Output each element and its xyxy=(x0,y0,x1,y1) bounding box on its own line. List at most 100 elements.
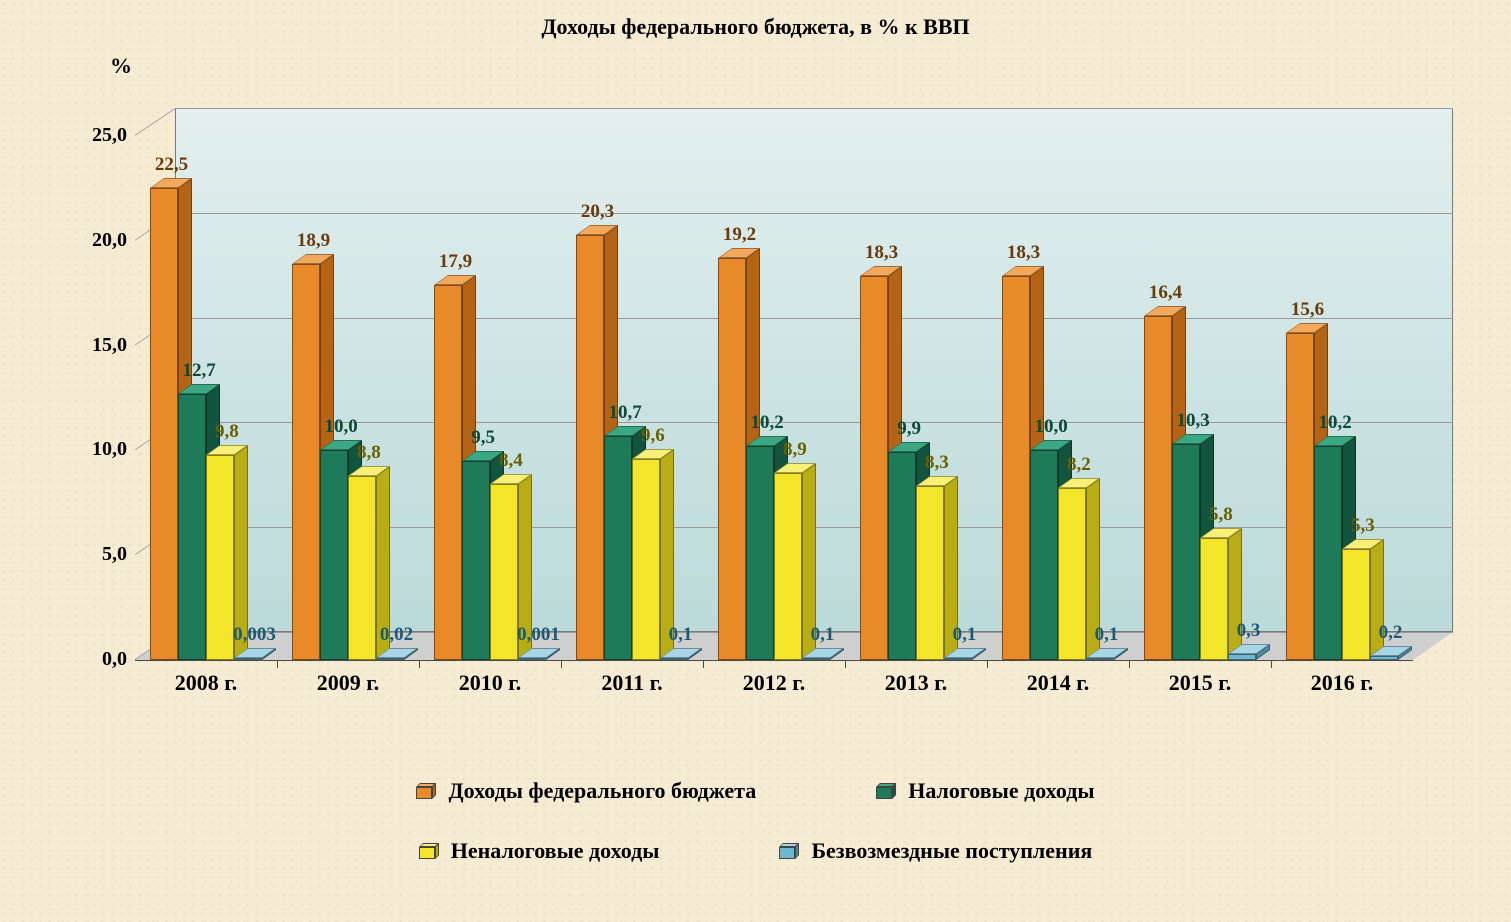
grid-line-diagonal xyxy=(135,108,175,136)
bar xyxy=(178,394,206,660)
y-tick-label: 15,0 xyxy=(71,334,127,357)
bar xyxy=(234,658,262,660)
value-label: 8,3 xyxy=(925,452,949,474)
bar xyxy=(860,276,888,660)
bar xyxy=(1172,444,1200,660)
bar xyxy=(944,658,972,660)
bar xyxy=(490,484,518,660)
value-label: 18,3 xyxy=(1007,242,1040,264)
bar xyxy=(434,285,462,660)
chart-title: Доходы федерального бюджета, в % к ВВП xyxy=(0,14,1511,40)
legend-swatch xyxy=(419,843,441,859)
value-label: 0,2 xyxy=(1379,622,1403,644)
bar xyxy=(292,264,320,660)
value-label: 8,9 xyxy=(783,439,807,461)
value-label: 0,1 xyxy=(669,624,693,646)
value-label: 16,4 xyxy=(1149,282,1182,304)
legend-row-1: Доходы федерального бюджета Налоговые дох… xyxy=(0,778,1511,804)
x-tick-mark xyxy=(703,660,704,668)
legend-label: Безвозмездные поступления xyxy=(811,838,1092,864)
x-tick-label: 2011 г. xyxy=(561,670,703,696)
value-label: 9,6 xyxy=(641,425,665,447)
value-label: 0,001 xyxy=(517,624,560,646)
x-tick-mark xyxy=(845,660,846,668)
bar xyxy=(604,436,632,660)
bar xyxy=(746,446,774,660)
value-label: 0,003 xyxy=(233,624,276,646)
bar xyxy=(1144,316,1172,660)
value-label: 5,3 xyxy=(1351,515,1375,537)
x-tick-mark xyxy=(987,660,988,668)
legend-label: Налоговые доходы xyxy=(908,778,1094,804)
value-label: 8,4 xyxy=(499,450,523,472)
value-label: 8,2 xyxy=(1067,454,1091,476)
legend-item: Доходы федерального бюджета xyxy=(416,778,756,804)
bar xyxy=(376,658,404,660)
x-tick-label: 2012 г. xyxy=(703,670,845,696)
x-tick-label: 2008 г. xyxy=(135,670,277,696)
chart-stage: Доходы федерального бюджета, в % к ВВП %… xyxy=(0,0,1511,922)
x-tick-mark xyxy=(561,660,562,668)
bar xyxy=(632,459,660,660)
value-label: 0,1 xyxy=(811,624,835,646)
legend-item: Безвозмездные поступления xyxy=(779,838,1092,864)
value-label: 9,5 xyxy=(471,427,495,449)
bar xyxy=(1058,488,1086,660)
bar xyxy=(888,452,916,660)
bar xyxy=(802,658,830,660)
bar xyxy=(1228,654,1256,660)
value-label: 22,5 xyxy=(155,154,188,176)
y-tick-label: 25,0 xyxy=(71,124,127,147)
value-label: 10,0 xyxy=(325,416,358,438)
x-tick-label: 2016 г. xyxy=(1271,670,1413,696)
x-tick-mark xyxy=(1271,660,1272,668)
grid-line xyxy=(175,422,1453,423)
x-tick-mark xyxy=(1129,660,1130,668)
x-tick-label: 2009 г. xyxy=(277,670,419,696)
y-axis-unit: % xyxy=(110,53,132,79)
bar xyxy=(576,235,604,660)
bar xyxy=(1342,549,1370,660)
value-label: 5,8 xyxy=(1209,504,1233,526)
bar xyxy=(1314,446,1342,660)
legend-item: Налоговые доходы xyxy=(876,778,1094,804)
bar xyxy=(1030,450,1058,660)
value-label: 9,8 xyxy=(215,421,239,443)
y-tick-label: 10,0 xyxy=(71,438,127,461)
x-tick-label: 2010 г. xyxy=(419,670,561,696)
legend-label: Неналоговые доходы xyxy=(451,838,660,864)
value-label: 18,3 xyxy=(865,242,898,264)
value-label: 10,2 xyxy=(1319,412,1352,434)
legend-swatch xyxy=(876,783,898,799)
bar xyxy=(462,461,490,660)
legend-swatch xyxy=(779,843,801,859)
value-label: 0,02 xyxy=(380,624,413,646)
legend-row-2: Неналоговые доходы Безвозмездные поступле… xyxy=(0,838,1511,864)
x-tick-mark xyxy=(277,660,278,668)
bar xyxy=(518,658,546,660)
bar xyxy=(1370,656,1398,660)
value-label: 10,3 xyxy=(1177,410,1210,432)
value-label: 0,1 xyxy=(1095,624,1119,646)
value-label: 12,7 xyxy=(183,360,216,382)
value-label: 15,6 xyxy=(1291,299,1324,321)
bar xyxy=(916,486,944,660)
bar xyxy=(1286,333,1314,660)
bar xyxy=(1086,658,1114,660)
bar xyxy=(150,188,178,660)
legend-swatch xyxy=(416,783,438,799)
value-label: 19,2 xyxy=(723,224,756,246)
y-tick-label: 5,0 xyxy=(71,543,127,566)
value-label: 8,8 xyxy=(357,442,381,464)
value-label: 9,9 xyxy=(897,418,921,440)
bar xyxy=(348,476,376,660)
y-tick-label: 20,0 xyxy=(71,229,127,252)
value-label: 20,3 xyxy=(581,201,614,223)
legend-item: Неналоговые доходы xyxy=(419,838,660,864)
y-tick-label: 0,0 xyxy=(71,648,127,671)
x-tick-label: 2014 г. xyxy=(987,670,1129,696)
legend-label: Доходы федерального бюджета xyxy=(448,778,756,804)
bar xyxy=(206,455,234,660)
value-label: 18,9 xyxy=(297,230,330,252)
grid-line xyxy=(175,108,1453,109)
